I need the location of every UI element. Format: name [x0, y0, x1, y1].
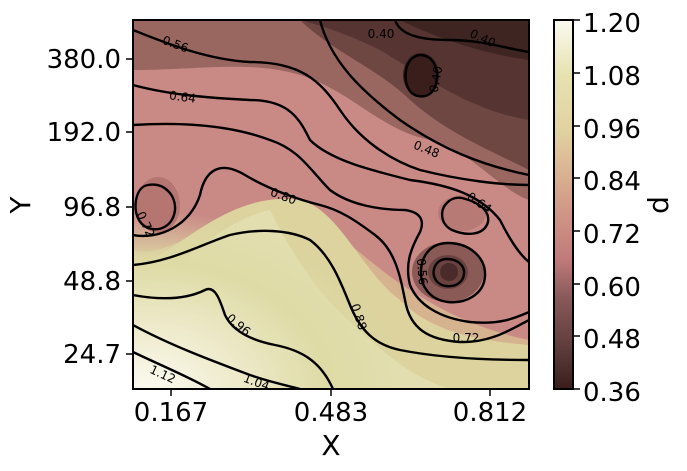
contour-line-080 — [133, 166, 529, 344]
contour-line-048 — [318, 20, 529, 177]
contour-line-056-ring — [419, 241, 487, 304]
y-tick-label: 96.8 — [63, 193, 121, 223]
colorbar-tick-label: 0.84 — [583, 167, 641, 197]
colorbar-tick-label: 1.20 — [583, 9, 641, 39]
contour-line-112 — [133, 350, 211, 389]
y-tick-label: 48.8 — [63, 267, 121, 297]
colorbar-tick-label: 0.36 — [583, 378, 641, 408]
contour-line-064-a — [133, 83, 529, 263]
y-tick-label: 192.0 — [47, 118, 121, 148]
colorbar-gradient — [553, 19, 574, 390]
contour-line-104 — [133, 323, 301, 389]
contour-lines — [133, 20, 529, 389]
contour-label: 0.40 — [427, 65, 445, 94]
colorbar-tick-label: 0.72 — [583, 220, 641, 250]
contour-line-072-a — [133, 122, 529, 324]
colorbar-tick-label: 0.60 — [583, 273, 641, 303]
contour-line-040-ring — [404, 53, 439, 98]
y-tick-label: 380.0 — [47, 45, 121, 75]
contour-line-056 — [133, 28, 529, 187]
contour-label: 0.40 — [368, 27, 395, 41]
contour-labels: 0.56 0.40 0.40 0.40 0.64 0.48 0.64 0.80 … — [134, 26, 498, 393]
colorbar-tick-label: 0.96 — [583, 115, 641, 145]
contour-line-096 — [133, 287, 335, 389]
x-axis: 0.167 0.483 0.812 X — [134, 389, 527, 462]
contour-label: 0.64 — [168, 88, 196, 106]
colorbar-title: d — [642, 196, 675, 214]
y-tick-label: 24.7 — [63, 340, 121, 370]
contour-label: 0.72 — [453, 331, 480, 345]
x-tick-label: 0.483 — [294, 398, 368, 428]
contour-line-072-ring — [134, 183, 177, 231]
colorbar-tick-label: 0.48 — [583, 325, 641, 355]
colorbar: 1.20 1.08 0.96 0.84 0.72 0.60 0.48 0.36 … — [553, 9, 675, 408]
colorbar-tick-label: 1.08 — [583, 62, 641, 92]
y-axis: 380.0 192.0 96.8 48.8 24.7 Y — [4, 45, 133, 370]
contour-line-064-ring — [440, 196, 490, 235]
filled-contours — [133, 20, 529, 389]
y-axis-title: Y — [4, 196, 37, 215]
x-axis-title: X — [321, 429, 340, 462]
contour-line-040 — [393, 20, 529, 54]
x-tick-label: 0.167 — [134, 398, 208, 428]
x-tick-label: 0.812 — [453, 398, 527, 428]
contour-line-088 — [133, 229, 529, 362]
contour-line-048-inner — [432, 257, 466, 288]
contour-label: 0.56 — [414, 258, 430, 286]
